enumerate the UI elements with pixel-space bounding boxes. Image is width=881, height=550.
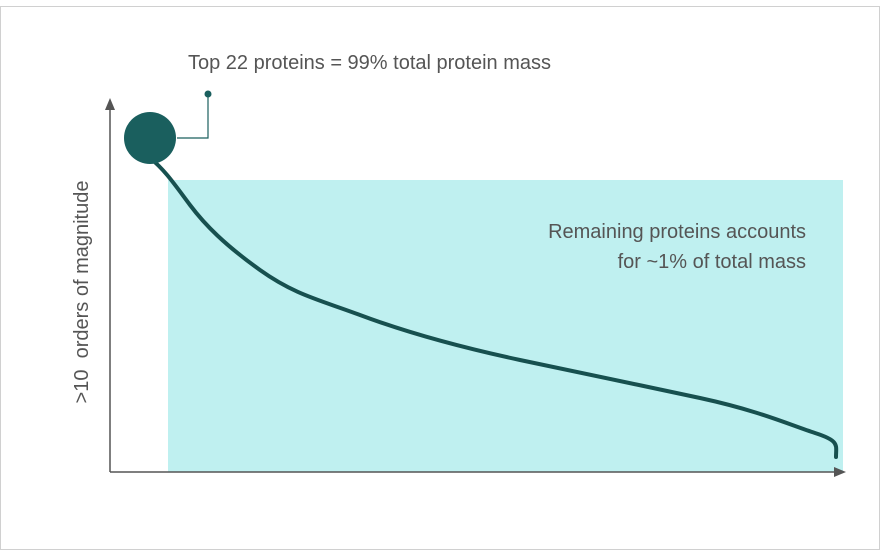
leader-dot [204,90,212,98]
x-axis-arrow [834,467,846,477]
remaining-annotation: Remaining proteins accounts [548,221,806,243]
y-axis-arrow [105,98,115,110]
y-axis-label: >10 orders of magnitude [71,181,93,404]
top-proteins-circle [124,112,176,164]
top-annotation: Top 22 proteins = 99% total protein mass [188,52,551,74]
remaining-annotation: for ~1% of total mass [618,251,806,273]
remaining-region [168,180,843,472]
abundance-curve [148,156,839,459]
leader-line [177,94,209,139]
